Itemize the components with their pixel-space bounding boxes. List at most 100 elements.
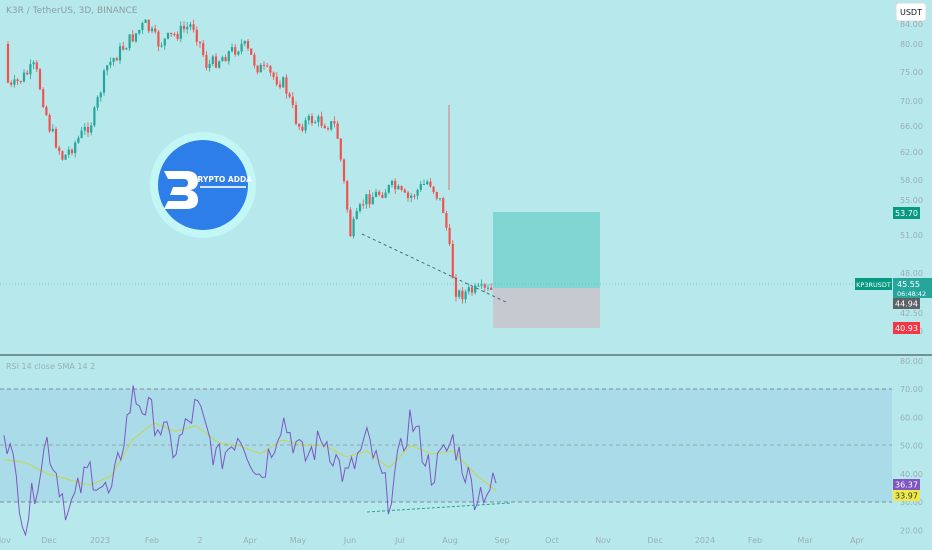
- candle-body: [125, 48, 128, 50]
- rsi-divergence-line[interactable]: [366, 502, 511, 513]
- candle-body: [70, 149, 74, 154]
- candle-body: [435, 191, 438, 199]
- price-tick-label: 62.00: [900, 148, 923, 157]
- target-zone[interactable]: [493, 212, 600, 288]
- stop-price-tag: 40.93: [893, 322, 920, 334]
- price-tick-label: 66.00: [900, 122, 923, 131]
- candle-body: [317, 116, 320, 123]
- candle-body: [99, 92, 102, 98]
- price-tick-label: 48.00: [900, 269, 923, 278]
- rsi-title: RSI 14 close SMA 14 2: [6, 362, 95, 371]
- candle-body: [86, 126, 90, 133]
- candle-body: [80, 130, 83, 138]
- candle-body: [176, 34, 179, 39]
- candle-body: [400, 186, 403, 190]
- candle-body: [442, 198, 445, 214]
- candle-body: [179, 25, 182, 39]
- logo-mark-icon: [164, 171, 198, 209]
- candle-body: [166, 32, 170, 39]
- candle-body: [237, 51, 240, 55]
- candle-body: [112, 58, 115, 62]
- candle-body: [262, 64, 266, 66]
- candle-body: [339, 138, 342, 160]
- candle-body: [346, 181, 349, 210]
- candle-body: [102, 70, 106, 93]
- candle-body: [218, 61, 221, 68]
- candle-body: [157, 31, 160, 47]
- candle-body: [144, 19, 147, 23]
- candle-body: [13, 79, 16, 85]
- candle-body: [448, 227, 451, 244]
- candle-body: [202, 43, 205, 56]
- candle-body: [294, 104, 298, 124]
- candle-body: [310, 115, 314, 124]
- candle-body: [413, 195, 416, 197]
- candle-body: [182, 25, 186, 30]
- candle-body: [326, 128, 330, 130]
- candle-body: [38, 69, 42, 90]
- time-tick-label: Apr: [243, 536, 258, 545]
- time-tick-label: Jun: [343, 536, 357, 545]
- rsi-axis[interactable]: 20.00 30.00 40.00 50.00 60.00 70.00 80.00: [900, 357, 923, 536]
- candle-body: [45, 106, 48, 116]
- candle-body: [269, 66, 272, 73]
- candle-body: [58, 147, 61, 152]
- rsi-tick-label: 20.00: [900, 526, 923, 535]
- candle-body: [19, 81, 22, 83]
- candle-body: [304, 120, 307, 131]
- candle-body: [384, 192, 387, 198]
- candle-body: [122, 46, 125, 50]
- candle-body: [458, 290, 461, 297]
- candle-body: [490, 287, 493, 290]
- svg-text:33.97: 33.97: [895, 492, 918, 501]
- candle-body: [486, 287, 490, 289]
- candle-body: [378, 191, 381, 195]
- time-tick-label: 2024: [695, 536, 715, 545]
- currency-button[interactable]: USDT: [895, 2, 927, 22]
- candle-body: [381, 194, 384, 198]
- candle-body: [461, 290, 464, 300]
- candle-body: [134, 33, 138, 42]
- candle-body: [221, 57, 224, 62]
- candle-body: [330, 121, 333, 130]
- candle-body: [205, 55, 208, 68]
- candlestick-series: [6, 18, 493, 304]
- price-tick-label: 84.00: [900, 20, 923, 29]
- candle-body: [474, 285, 477, 293]
- candle-body: [118, 46, 122, 61]
- candle-body: [467, 287, 470, 292]
- candle-body: [320, 116, 323, 126]
- svg-text:40.93: 40.93: [895, 324, 918, 333]
- symbol-tag: KP3RUSDT: [855, 278, 892, 290]
- candle-body: [483, 284, 486, 288]
- svg-text:36.37: 36.37: [895, 481, 918, 490]
- rsi-tick-label: 60.00: [900, 413, 923, 422]
- candle-body: [109, 61, 112, 66]
- candle-body: [445, 213, 448, 228]
- candle-body: [256, 65, 259, 73]
- candle-body: [432, 186, 435, 192]
- time-axis[interactable]: Nov Dec 2023 Feb 2 Apr May Jun Jul Aug Sep Oct Nov De…: [0, 536, 865, 545]
- candle-body: [250, 48, 253, 55]
- candle-body: [141, 22, 144, 30]
- candle-body: [374, 191, 378, 197]
- time-tick-label: Feb: [748, 536, 762, 545]
- candle-body: [93, 107, 96, 126]
- candle-body: [224, 57, 227, 62]
- candle-body: [189, 24, 192, 27]
- candle-body: [477, 285, 480, 287]
- candle-body: [426, 181, 429, 184]
- candle-body: [272, 72, 275, 77]
- stop-zone[interactable]: [493, 288, 600, 328]
- candle-body: [147, 19, 150, 32]
- candle-body: [266, 65, 269, 67]
- candle-body: [301, 126, 304, 131]
- support-trendline[interactable]: [361, 233, 509, 304]
- candle-body: [464, 291, 467, 300]
- candle-body: [368, 194, 371, 205]
- candle-body: [150, 28, 154, 32]
- candle-body: [451, 243, 454, 279]
- rsi-line: [3, 385, 497, 537]
- candle-body: [390, 180, 394, 186]
